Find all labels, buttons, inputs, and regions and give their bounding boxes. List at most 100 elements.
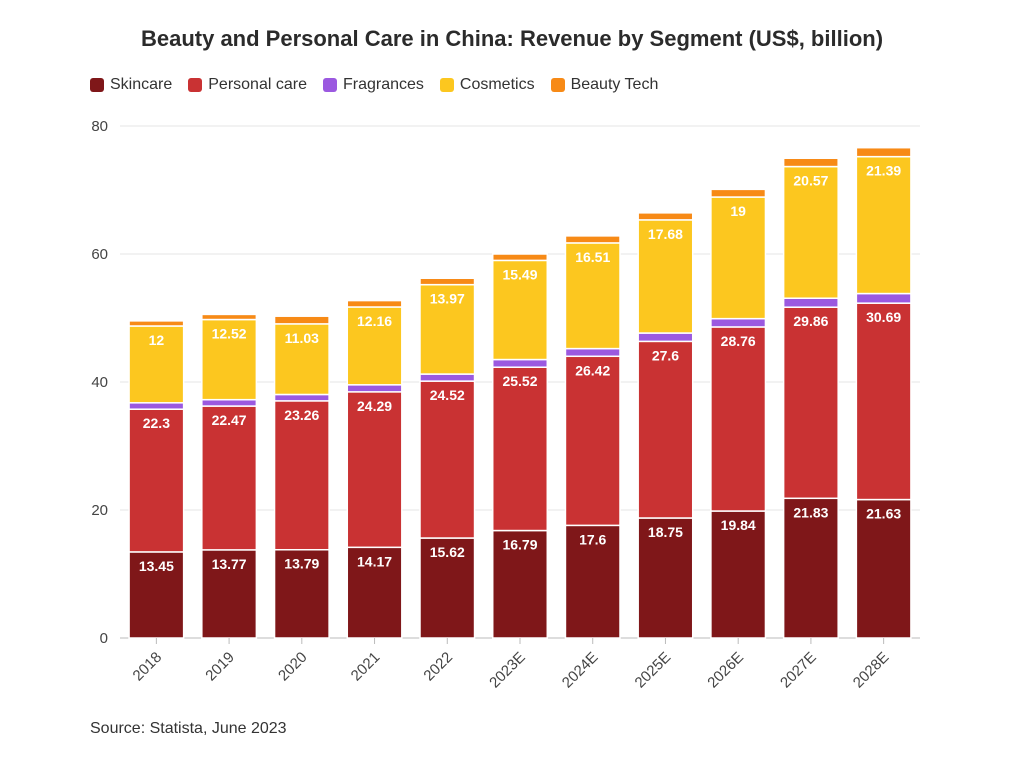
bar-cosmetics bbox=[419, 283, 476, 375]
data-label: 29.86 bbox=[793, 313, 828, 329]
x-tick-label: 2022 bbox=[420, 649, 456, 685]
x-tick-label: 2028E bbox=[850, 649, 893, 692]
bar-beauty-tech bbox=[855, 146, 912, 158]
legend-swatch bbox=[322, 78, 337, 92]
bar-skincare bbox=[710, 510, 767, 639]
x-tick-label: 2025E bbox=[632, 649, 675, 692]
bar-personal-care bbox=[782, 306, 839, 500]
bar-fragrances bbox=[346, 384, 403, 393]
chart-title: Beauty and Personal Care in China: Reven… bbox=[140, 26, 884, 51]
bar-beauty-tech bbox=[201, 313, 258, 321]
data-label: 28.76 bbox=[721, 333, 756, 349]
bar-cosmetics bbox=[782, 165, 839, 299]
data-label: 12 bbox=[149, 332, 165, 348]
bar-cosmetics bbox=[855, 155, 912, 295]
bar-personal-care bbox=[273, 400, 330, 551]
bar-skincare bbox=[201, 549, 258, 639]
data-label: 11.03 bbox=[285, 330, 319, 346]
data-label: 15.49 bbox=[502, 266, 537, 282]
data-label: 19 bbox=[730, 203, 746, 219]
bar-beauty-tech bbox=[710, 188, 767, 198]
legend-item-personal-care[interactable]: Personal care bbox=[188, 76, 307, 94]
bar-skincare bbox=[491, 529, 549, 639]
bar-fragrances bbox=[273, 393, 330, 402]
data-label: 13.97 bbox=[430, 291, 465, 307]
bar-personal-care bbox=[855, 302, 912, 501]
data-label: 17.68 bbox=[648, 226, 683, 242]
x-tick-label: 2021 bbox=[348, 649, 384, 685]
data-label: 12.52 bbox=[212, 326, 247, 342]
bar-cosmetics bbox=[346, 306, 403, 386]
legend-item-fragrances[interactable]: Fragrances bbox=[322, 76, 424, 94]
data-label: 13.77 bbox=[212, 556, 247, 572]
bar-skincare bbox=[273, 548, 330, 639]
data-label: 12.16 bbox=[357, 313, 392, 329]
bar-personal-care bbox=[710, 326, 767, 512]
x-tick-label: 2026E bbox=[704, 649, 747, 692]
bar-personal-care bbox=[346, 391, 403, 549]
data-label: 17.6 bbox=[579, 531, 606, 547]
data-label: 22.47 bbox=[212, 412, 247, 428]
bar-personal-care bbox=[564, 355, 621, 527]
data-label: 22.3 bbox=[143, 415, 170, 431]
bar-fragrances bbox=[419, 373, 476, 382]
bar-personal-care bbox=[128, 408, 185, 553]
x-tick-label: 2027E bbox=[777, 649, 820, 692]
data-label: 16.51 bbox=[575, 249, 610, 265]
source-note: Source: Statista, June 2023 bbox=[90, 720, 287, 737]
legend-swatch bbox=[550, 78, 565, 92]
bar-personal-care bbox=[419, 380, 476, 539]
legend: Skincare Personal care Fragrances Cosmetics… bbox=[90, 76, 658, 94]
bar-cosmetics bbox=[491, 259, 549, 361]
legend-item-cosmetics[interactable]: Cosmetics bbox=[439, 76, 535, 94]
bar-cosmetics bbox=[710, 196, 767, 320]
x-tick-label: 2023E bbox=[486, 649, 529, 692]
legend-label: Skincare bbox=[110, 76, 173, 93]
data-label: 18.75 bbox=[648, 524, 683, 540]
bar-cosmetics bbox=[128, 325, 185, 404]
data-label: 16.79 bbox=[502, 537, 537, 553]
bar-cosmetics bbox=[273, 323, 330, 396]
bar-beauty-tech bbox=[637, 212, 694, 221]
legend-swatch bbox=[90, 78, 104, 92]
bar-skincare bbox=[419, 537, 476, 639]
data-label: 15.62 bbox=[430, 544, 465, 560]
data-label: 14.17 bbox=[357, 553, 392, 569]
bar-beauty-tech bbox=[346, 299, 403, 308]
data-label: 23.26 bbox=[284, 407, 319, 423]
bar-cosmetics bbox=[637, 219, 694, 334]
y-tick-label: 0 bbox=[100, 630, 108, 647]
x-tick-label: 2019 bbox=[202, 649, 238, 685]
data-label: 26.42 bbox=[575, 362, 610, 378]
bar-beauty-tech bbox=[782, 157, 839, 168]
data-label: 21.63 bbox=[866, 506, 901, 522]
bar-fragrances bbox=[710, 317, 767, 328]
data-label: 25.52 bbox=[502, 373, 537, 389]
bar-beauty-tech bbox=[491, 253, 549, 262]
legend-item-skincare[interactable]: Skincare bbox=[90, 76, 172, 94]
x-tick-label: 2018 bbox=[130, 649, 166, 685]
bar-fragrances bbox=[564, 347, 621, 358]
data-label: 13.45 bbox=[139, 558, 174, 574]
bar-fragrances bbox=[782, 297, 839, 308]
data-label: 21.39 bbox=[866, 163, 901, 179]
data-label: 27.6 bbox=[652, 347, 679, 363]
data-label: 19.84 bbox=[721, 517, 756, 533]
bar-fragrances bbox=[201, 398, 258, 407]
bar-skincare bbox=[637, 517, 694, 639]
bar-beauty-tech bbox=[419, 277, 476, 286]
legend-swatch bbox=[439, 78, 454, 92]
legend-label: Beauty Tech bbox=[570, 76, 659, 93]
legend-item-beauty-tech[interactable]: Beauty Tech bbox=[550, 76, 659, 94]
legend-swatch bbox=[188, 78, 203, 92]
data-label: 24.29 bbox=[357, 398, 392, 414]
x-tick-label: 2020 bbox=[275, 649, 311, 685]
x-tick-label: 2024E bbox=[559, 649, 602, 692]
bar-personal-care bbox=[491, 366, 549, 532]
bar-fragrances bbox=[637, 332, 694, 343]
bar-fragrances bbox=[128, 402, 185, 410]
bar-cosmetics bbox=[564, 242, 621, 350]
y-tick-label: 40 bbox=[91, 374, 108, 391]
bar-personal-care bbox=[637, 340, 694, 519]
